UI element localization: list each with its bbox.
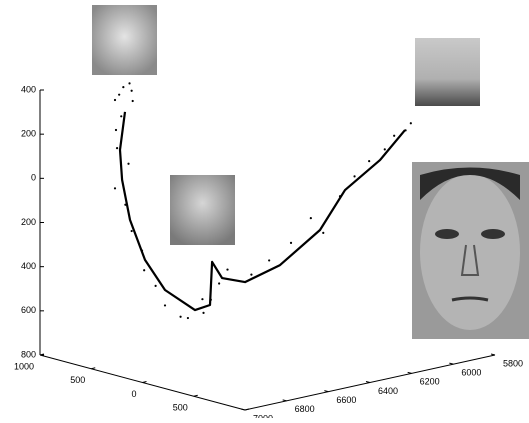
x-tick bbox=[194, 395, 198, 396]
y-tick bbox=[408, 372, 412, 373]
data-point bbox=[132, 100, 134, 102]
data-point bbox=[143, 269, 145, 271]
data-point bbox=[202, 312, 204, 314]
x-tick bbox=[143, 382, 147, 383]
data-point bbox=[322, 232, 324, 234]
face-photo bbox=[412, 162, 529, 339]
x-tick bbox=[245, 409, 249, 410]
y-tick-label: 6400 bbox=[378, 386, 398, 396]
data-point bbox=[122, 86, 124, 88]
data-point bbox=[124, 204, 126, 206]
fitted-curve bbox=[120, 112, 405, 310]
y-tick bbox=[283, 400, 287, 401]
data-point bbox=[310, 217, 312, 219]
z-tick-label: 0 bbox=[31, 173, 36, 183]
y-tick-label: 6800 bbox=[295, 404, 315, 414]
data-point bbox=[368, 160, 370, 162]
data-point bbox=[127, 163, 129, 165]
face-thumbnail bbox=[92, 5, 157, 75]
data-point bbox=[384, 148, 386, 150]
face-thumbnail bbox=[415, 38, 480, 106]
z-tick-label: 400 bbox=[21, 84, 36, 94]
z-tick-label: 600 bbox=[21, 305, 36, 315]
y-tick bbox=[324, 391, 328, 392]
z-tick-label: 800 bbox=[21, 349, 36, 359]
y-tick-label: 6600 bbox=[336, 395, 356, 405]
data-point bbox=[155, 285, 157, 287]
y-tick-label: 7000 bbox=[253, 413, 273, 418]
data-point bbox=[268, 259, 270, 261]
data-point bbox=[131, 230, 133, 232]
y-tick bbox=[241, 409, 245, 410]
data-point bbox=[141, 250, 143, 252]
face-thumbnail bbox=[170, 175, 235, 245]
y-tick bbox=[366, 382, 370, 383]
data-point bbox=[120, 115, 122, 117]
data-point bbox=[339, 195, 341, 197]
data-point bbox=[118, 94, 120, 96]
y-tick bbox=[449, 363, 453, 364]
chart: 4002000200400600800100050005001000700068… bbox=[0, 0, 529, 418]
data-point bbox=[218, 282, 220, 284]
data-point bbox=[393, 135, 395, 137]
z-tick-label: 200 bbox=[21, 217, 36, 227]
z-tick-label: 400 bbox=[21, 261, 36, 271]
data-point bbox=[114, 187, 116, 189]
y-tick-label: 6200 bbox=[420, 377, 440, 387]
data-point bbox=[116, 147, 118, 149]
y-tick-label: 5800 bbox=[503, 358, 523, 368]
data-point bbox=[128, 82, 130, 84]
data-point bbox=[131, 90, 133, 92]
data-point bbox=[404, 129, 406, 131]
x-tick-label: 1000 bbox=[14, 361, 34, 371]
data-point bbox=[201, 298, 203, 300]
data-point bbox=[250, 274, 252, 276]
y-tick bbox=[491, 354, 495, 355]
y-tick-label: 6000 bbox=[461, 368, 481, 378]
data-point bbox=[114, 99, 116, 101]
data-point bbox=[187, 317, 189, 319]
data-point bbox=[179, 316, 181, 318]
x-tick bbox=[91, 368, 95, 369]
data-point bbox=[164, 304, 166, 306]
data-point bbox=[290, 242, 292, 244]
x-tick-label: 500 bbox=[70, 375, 85, 385]
data-point bbox=[226, 268, 228, 270]
data-point bbox=[353, 175, 355, 177]
x-tick-label: 0 bbox=[131, 389, 136, 399]
data-point bbox=[115, 129, 117, 131]
data-point bbox=[410, 122, 412, 124]
data-point bbox=[210, 299, 212, 301]
page: {"chart_data": { "type": "scatter3d", "c… bbox=[0, 0, 529, 418]
z-tick-label: 200 bbox=[21, 129, 36, 139]
x-tick-label: 500 bbox=[173, 403, 188, 413]
